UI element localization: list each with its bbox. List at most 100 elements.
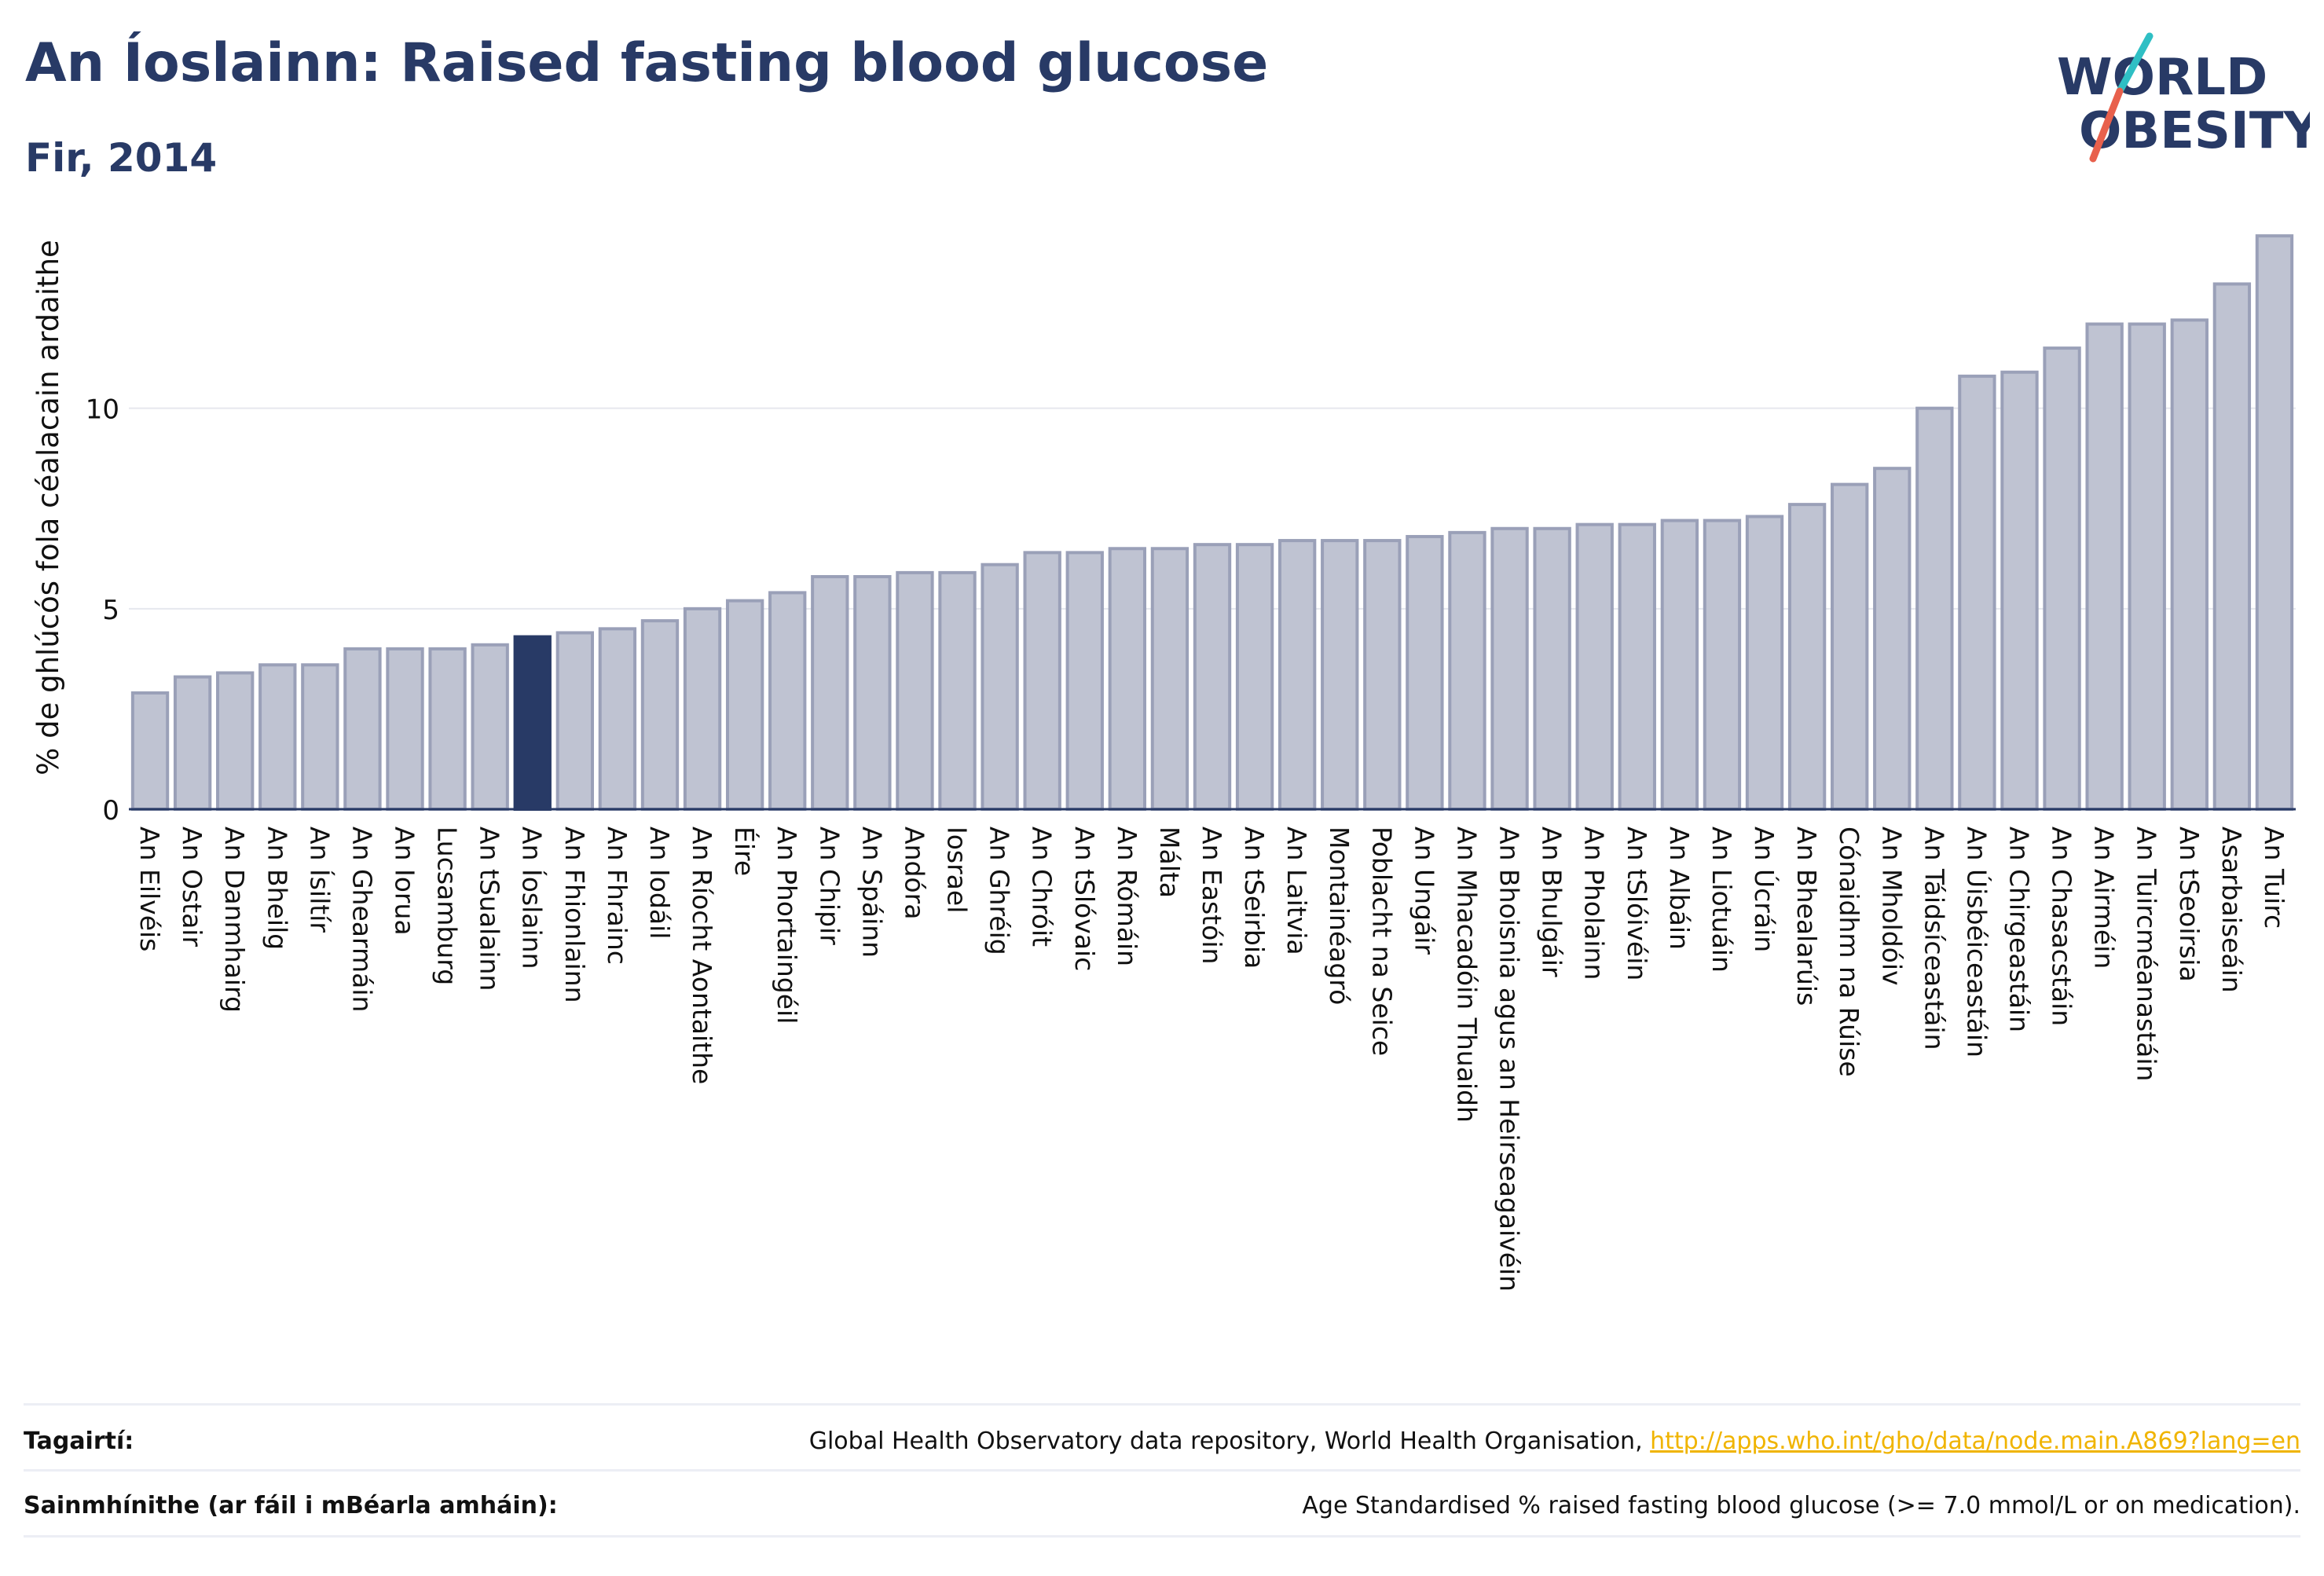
x-tick-label: Iosrael (942, 826, 973, 913)
x-tick-label: Cónaidhm na Rúise (1834, 826, 1864, 1077)
x-tick-label: An Úcráin (1749, 826, 1780, 952)
footer-divider-middle (24, 1469, 2300, 1472)
bar (640, 619, 680, 812)
y-tick-label: 5 (102, 595, 119, 626)
x-tick-label: Poblacht na Seice (1366, 826, 1397, 1056)
y-tick-labels: 0 5 10 (86, 394, 119, 826)
bar (2255, 234, 2294, 811)
bar (1873, 467, 1912, 811)
source-link[interactable]: http://apps.who.int/gho/data/node.main.A… (1650, 1427, 2300, 1455)
bar (981, 563, 1019, 811)
x-tick-label: An Albáin (1664, 826, 1695, 950)
x-tick-label: Éire (729, 826, 761, 876)
bar (1023, 551, 1061, 812)
x-tick-label: An Ghréig (984, 826, 1015, 955)
bar (1745, 515, 1784, 812)
x-tick-label: An Ghearmáin (346, 826, 377, 1012)
world-obesity-logo: WORLD OBESITY (2057, 32, 2310, 163)
bar (173, 675, 212, 811)
bars (129, 234, 2296, 812)
y-tick-label: 0 (102, 795, 119, 826)
x-tick-label: An Eilvéis (134, 826, 165, 951)
logo-obesity-text: OBESITY (2079, 102, 2310, 160)
x-tick-label: Málta (1154, 826, 1185, 898)
bar (2128, 322, 2166, 811)
bar (725, 599, 764, 811)
bar (130, 691, 170, 811)
x-tick-labels: An Eilvéis An Ostair An Danmhairg An Bheilg… (134, 826, 2289, 1292)
x-tick-label: An Bheilg (262, 826, 292, 950)
chart-title: An Íoslainn: Raised fasting blood glucos… (25, 32, 1269, 94)
footer-divider-bottom (24, 1535, 2300, 1538)
bar (216, 671, 255, 812)
bar (301, 663, 339, 812)
bar (1406, 534, 1444, 811)
x-tick-label: An Danmhairg (219, 826, 250, 1013)
x-tick-label: An Bhoisnia agus an Heirseagaivéin (1494, 826, 1525, 1292)
y-tick-label: 10 (86, 394, 119, 426)
x-tick-label: An Chróit (1027, 826, 1058, 947)
x-tick-label: An Úisbéiceastáin (1961, 826, 1992, 1057)
x-tick-label: An Liotuáin (1706, 826, 1737, 973)
x-tick-label: An Rómáin (1112, 826, 1142, 966)
x-tick-label: An tSualainn (475, 826, 505, 991)
x-tick-label: An Iodáil (644, 826, 675, 939)
x-tick-label: An Eastóin (1197, 826, 1227, 964)
y-axis-label: % de ghlúcós fola céalacain ardaithe (31, 240, 65, 775)
references-text: Global Health Observatory data repositor… (808, 1427, 1651, 1455)
bar (853, 575, 892, 811)
x-tick-label: An tSeirbia (1239, 826, 1270, 969)
x-tick-label: An Chasacstáin (2047, 826, 2077, 1026)
x-tick-label: An tSlóvaic (1069, 826, 1100, 971)
x-tick-label: An tSlóivéin (1622, 826, 1652, 980)
x-tick-label: An Iorua (390, 826, 420, 936)
references-row: Tagairtí: Global Health Observatory data… (24, 1409, 2300, 1472)
bar (1618, 522, 1656, 811)
bar (1915, 406, 1954, 811)
x-tick-label: An Phortaingéil (772, 826, 802, 1024)
bar (768, 591, 807, 812)
x-tick-label: An Tuirc (2259, 826, 2289, 929)
bar (1787, 503, 1827, 811)
bar (343, 647, 382, 811)
bar (1193, 543, 1232, 811)
footer-divider-top (24, 1403, 2300, 1406)
chart-subtitle: Fir, 2014 (25, 135, 218, 181)
bar (2170, 318, 2209, 811)
definitions-value: Age Standardised % raised fasting blood … (1302, 1491, 2300, 1519)
x-tick-label: Montainéagró (1324, 826, 1354, 1005)
bar (1575, 522, 1614, 811)
definitions-row: Sainmhínithe (ar fáil i mBéarla amháin):… (24, 1474, 2300, 1537)
bar (2085, 322, 2124, 811)
bar (1321, 539, 1359, 811)
x-tick-label: An Pholainn (1579, 826, 1610, 980)
bar (471, 643, 509, 811)
x-tick-label: An Chipir (814, 826, 845, 945)
bar (2043, 346, 2081, 811)
x-tick-label: Lucsamburg (432, 826, 463, 985)
x-tick-label: An Ísiltír (304, 826, 335, 933)
bar (896, 570, 934, 811)
bar (1831, 482, 1869, 811)
x-tick-label: An Fhrainc (602, 826, 632, 965)
bar (1448, 530, 1486, 811)
bar (2000, 370, 2039, 812)
x-tick-label: An Fhionlainn (559, 826, 590, 1003)
x-tick-label: An Ríocht Aontaithe (687, 826, 717, 1084)
definitions-label: Sainmhínithe (ar fáil i mBéarla amháin): (24, 1491, 558, 1519)
x-tick-label: An Spáinn (856, 826, 887, 958)
bar (1533, 526, 1571, 811)
x-tick-label: An Mholdóiv (1876, 826, 1907, 986)
x-tick-label: An Ostair (177, 826, 207, 947)
bar (1958, 374, 1996, 811)
bar (1363, 539, 1402, 811)
bar (428, 647, 467, 811)
x-tick-label: An Airméin (2089, 826, 2120, 969)
bar (1235, 543, 1274, 811)
x-tick-label: An tSeoirsia (2174, 826, 2205, 982)
x-tick-label: An Chirgeastáin (2003, 826, 2034, 1032)
x-tick-label: An Ungáir (1409, 826, 1439, 955)
bar (1660, 519, 1699, 811)
x-tick-label: Andóra (899, 826, 929, 919)
bar (1277, 539, 1317, 811)
